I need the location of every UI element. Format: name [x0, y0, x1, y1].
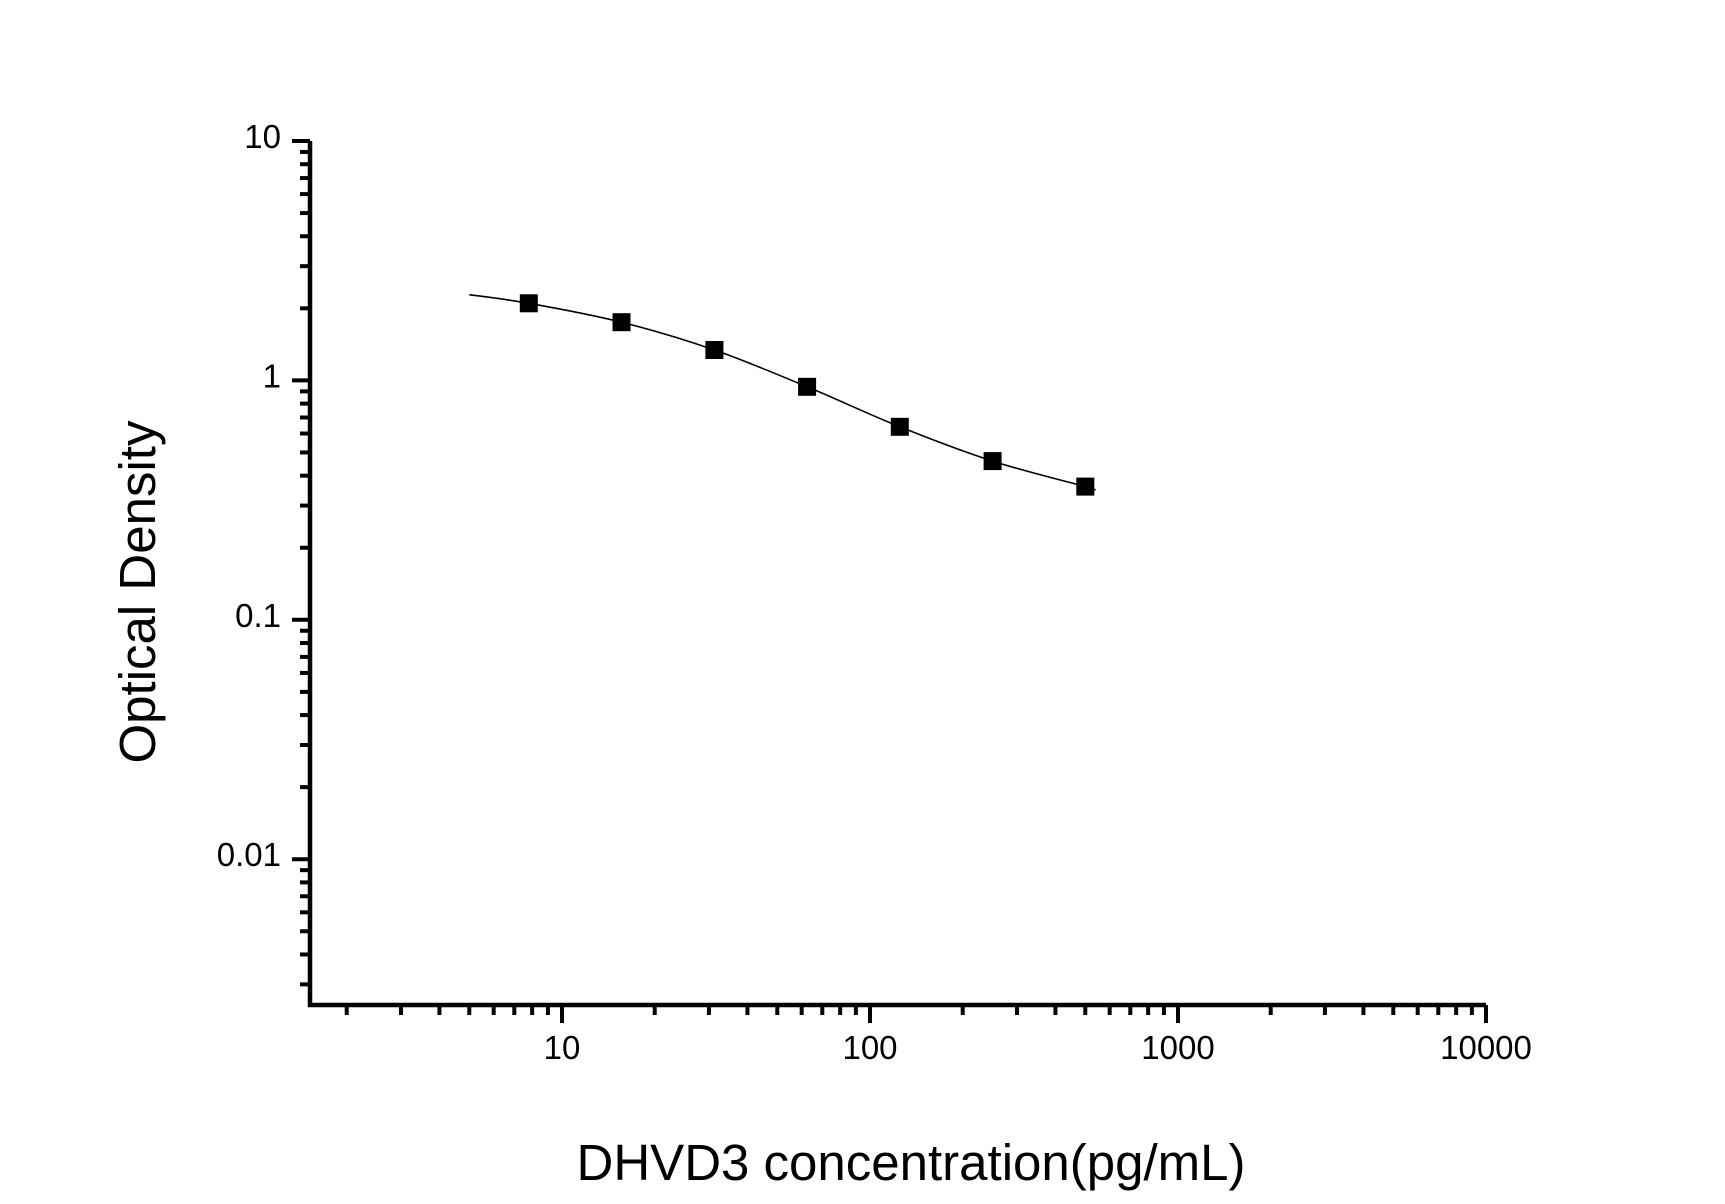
y-axis-title: Optical Density [109, 420, 166, 763]
data-point-marker [1076, 477, 1095, 496]
y-tick-label: 0.1 [235, 597, 281, 634]
axis-spine [307, 141, 1486, 1008]
y-tick-label: 0.01 [217, 836, 281, 873]
data-point-marker [519, 294, 538, 313]
x-tick-label: 100 [842, 1029, 897, 1066]
y-tick-label: 10 [244, 118, 281, 155]
data-point-marker [890, 417, 909, 436]
y-tick-label: 1 [263, 357, 281, 394]
axes: 10 100 1000 10000 10 1 0.1 0.01 [217, 118, 1532, 1066]
data-point-marker [705, 341, 724, 359]
data-series [469, 293, 1096, 496]
data-point-marker [983, 452, 1002, 471]
data-point-marker [798, 377, 817, 396]
x-tick-label: 10 [544, 1029, 581, 1066]
data-point-marker [612, 313, 631, 332]
x-tick-label: 10000 [1440, 1029, 1532, 1066]
x-tick-label: 1000 [1141, 1029, 1214, 1066]
x-axis-title: DHVD3 concentration(pg/mL) [577, 1134, 1246, 1191]
